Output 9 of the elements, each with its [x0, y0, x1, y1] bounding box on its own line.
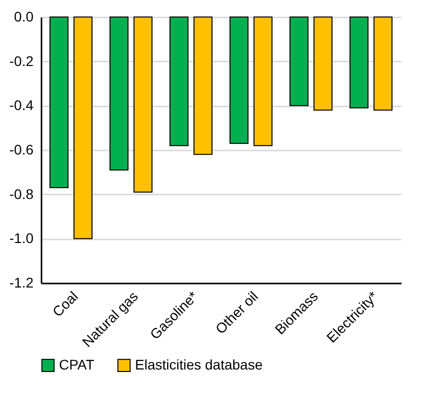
legend-label: CPAT [59, 356, 95, 372]
y-tick-label: -0.4 [9, 97, 34, 114]
y-tick-label: -0.8 [9, 186, 34, 202]
y-tick-label: -0.2 [9, 52, 34, 69]
y-tick-label: -0.6 [9, 142, 34, 158]
y-tick-label: 0.0 [14, 8, 34, 24]
y-tick-label: -1.0 [9, 230, 34, 246]
y-tick-label: -1.2 [9, 274, 34, 290]
legend-label: Elasticities database [135, 356, 263, 372]
